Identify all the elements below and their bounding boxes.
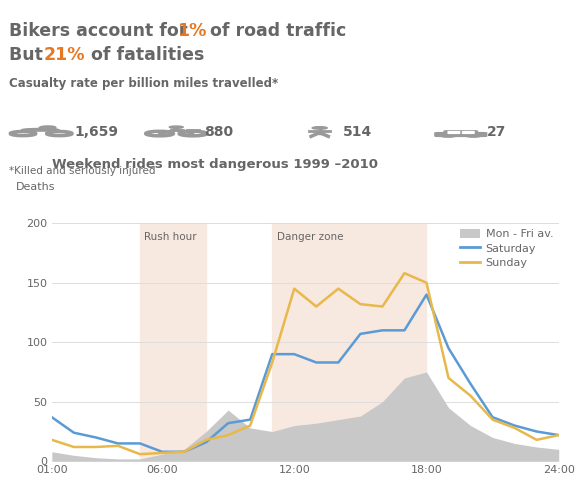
Text: Rush hour: Rush hour	[145, 232, 197, 242]
Text: of fatalities: of fatalities	[85, 46, 204, 63]
Text: *Killed and seriously injured: *Killed and seriously injured	[9, 166, 155, 176]
FancyBboxPatch shape	[448, 131, 460, 133]
FancyBboxPatch shape	[435, 132, 487, 136]
Text: 27: 27	[487, 124, 506, 139]
Bar	[140, 223, 206, 461]
FancyBboxPatch shape	[444, 131, 478, 134]
Text: 514: 514	[343, 124, 372, 139]
Text: Danger zone: Danger zone	[276, 232, 343, 242]
Text: Weekend rides most dangerous 1999 –2010: Weekend rides most dangerous 1999 –2010	[52, 158, 378, 171]
Text: Casualty rate per billion miles travelled*: Casualty rate per billion miles travelle…	[9, 77, 278, 90]
Text: of road traffic: of road traffic	[204, 22, 347, 40]
Text: 21%: 21%	[43, 46, 85, 63]
Text: 1,659: 1,659	[75, 124, 119, 139]
Text: Bikers account for: Bikers account for	[9, 22, 193, 40]
Bar	[272, 223, 426, 461]
Circle shape	[40, 126, 55, 128]
Text: But: But	[9, 46, 48, 63]
FancyBboxPatch shape	[39, 127, 56, 130]
Ellipse shape	[22, 128, 59, 131]
Text: 880: 880	[204, 124, 234, 139]
Circle shape	[466, 135, 481, 137]
Legend: Mon - Fri av., Saturday, Sunday: Mon - Fri av., Saturday, Sunday	[460, 229, 553, 268]
Text: 1%: 1%	[177, 22, 207, 40]
Circle shape	[312, 126, 327, 129]
Circle shape	[169, 126, 183, 128]
Circle shape	[441, 135, 456, 137]
Text: Deaths: Deaths	[16, 182, 56, 192]
FancyBboxPatch shape	[463, 131, 474, 133]
